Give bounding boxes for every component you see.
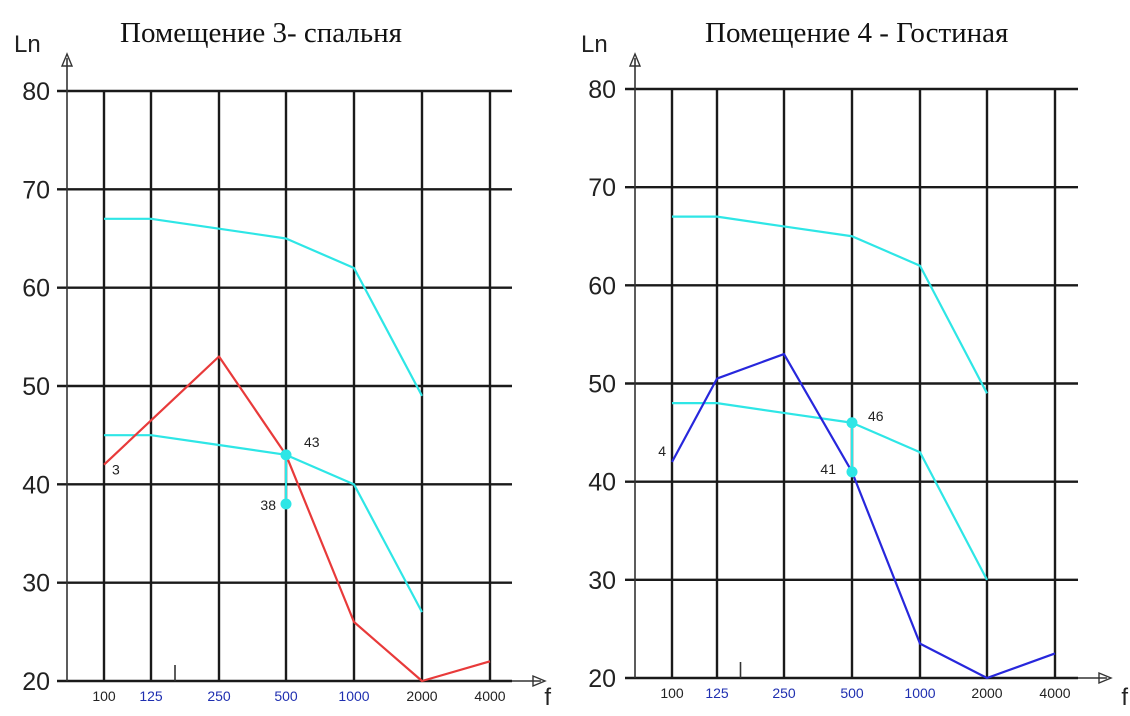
y-tick-label: 60 — [22, 275, 50, 303]
y-tick-label: 50 — [588, 371, 616, 399]
x-tick-label: 250 — [772, 685, 796, 701]
chart-2: Помещение 4 - Гостиная 80 70 60 50 40 30 20 Ln f 1… — [581, 17, 1128, 711]
chart-title: Помещение 3- спальня — [120, 17, 402, 49]
data-annotation: 38 — [260, 497, 276, 513]
series-line — [672, 215, 988, 394]
data-point-marker — [846, 466, 858, 478]
data-annotation: 4 — [658, 443, 666, 459]
chart-title: Помещение 4 - Гостиная — [705, 17, 1008, 49]
y-tick-label: 70 — [22, 176, 50, 204]
series-line — [671, 352, 1056, 680]
data-point-marker — [846, 417, 858, 429]
series-line — [104, 434, 423, 613]
chart-1: Помещение 3- спальня 80 70 60 50 40 30 20 Ln f 100… — [14, 17, 551, 711]
x-tick-label: 1000 — [338, 688, 369, 704]
y-tick-label: 50 — [22, 373, 50, 401]
y-tick-label: 70 — [588, 174, 616, 202]
x-tick-label: 125 — [705, 685, 729, 701]
x-tick-label: 250 — [207, 688, 231, 704]
y-axis-label: Ln — [581, 31, 608, 58]
x-axis-arrow — [532, 674, 547, 688]
y-tick-label: 60 — [588, 272, 616, 300]
x-tick-label: 125 — [139, 688, 163, 704]
y-tick-label: 20 — [588, 665, 616, 693]
y-tick-label: 80 — [22, 78, 50, 106]
x-tick-label: 2000 — [406, 688, 437, 704]
y-tick-label: 40 — [22, 471, 50, 499]
x-tick-label: 100 — [660, 685, 684, 701]
data-point-marker — [280, 498, 292, 510]
y-axis-arrow — [628, 52, 642, 67]
data-annotation: 43 — [304, 434, 320, 450]
y-axis-arrow — [60, 52, 74, 67]
y-tick-label: 30 — [22, 570, 50, 598]
x-axis-arrow — [1098, 671, 1113, 685]
x-tick-label: 4000 — [1039, 685, 1070, 701]
x-axis-label: f — [544, 684, 551, 711]
data-annotation: 46 — [868, 408, 884, 424]
data-annotation: 3 — [112, 462, 120, 478]
y-axis-label: Ln — [14, 31, 41, 58]
x-tick-label: 4000 — [474, 688, 505, 704]
x-tick-label: 500 — [840, 685, 864, 701]
data-point-marker — [280, 449, 292, 461]
data-annotation: 41 — [820, 461, 836, 477]
x-tick-label: 500 — [274, 688, 298, 704]
x-tick-label: 100 — [92, 688, 116, 704]
y-tick-label: 30 — [588, 567, 616, 595]
series-line — [104, 217, 423, 397]
y-tick-label: 80 — [588, 76, 616, 104]
x-tick-label: 2000 — [971, 685, 1002, 701]
series-line — [672, 402, 988, 581]
x-tick-label: 1000 — [904, 685, 935, 701]
series-line — [103, 355, 491, 683]
y-tick-label: 40 — [588, 469, 616, 497]
x-axis-label: f — [1121, 684, 1128, 711]
y-tick-label: 20 — [22, 668, 50, 696]
